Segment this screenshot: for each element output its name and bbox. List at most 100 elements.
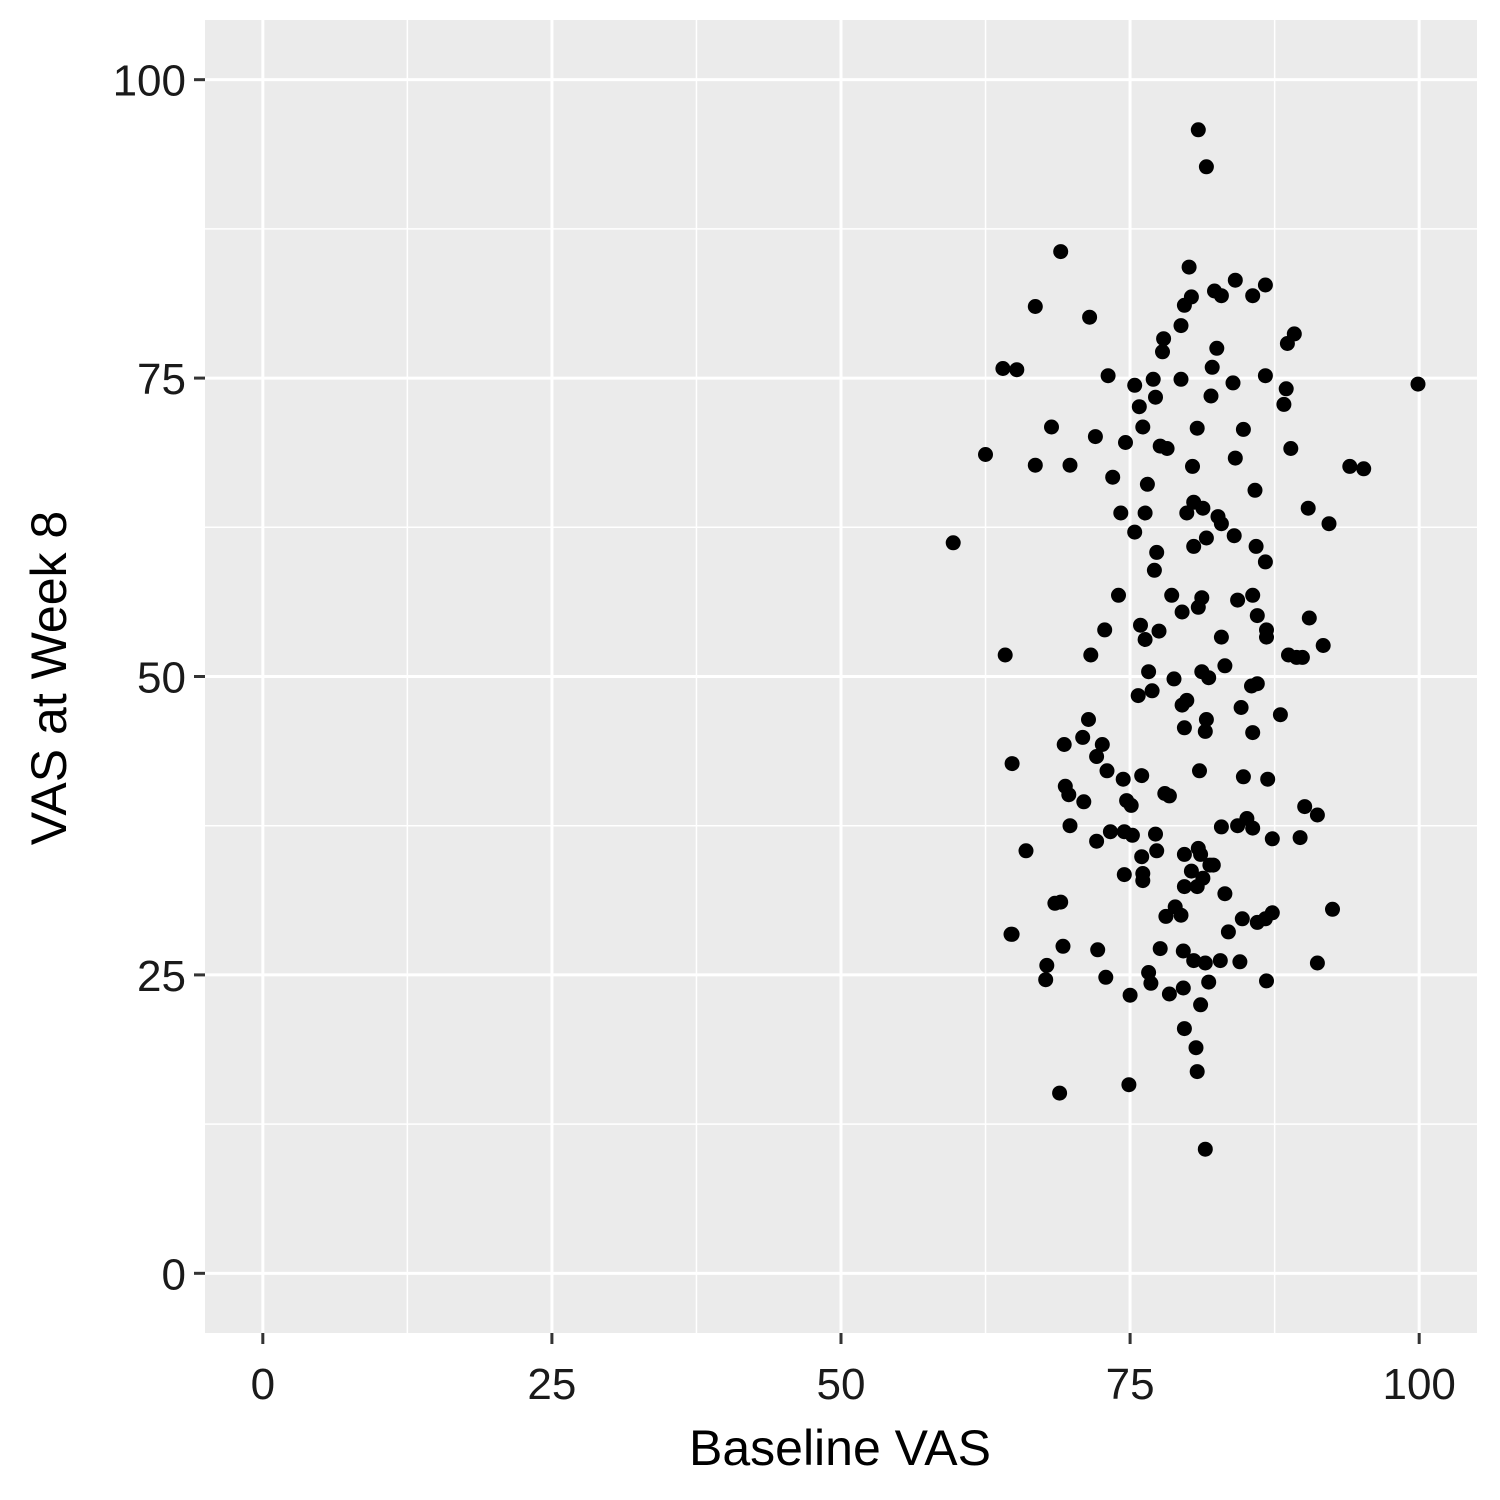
data-point bbox=[1018, 843, 1034, 859]
data-point bbox=[1004, 926, 1020, 942]
data-point bbox=[1076, 794, 1092, 810]
data-point bbox=[1097, 622, 1113, 638]
data-point bbox=[1188, 1040, 1204, 1056]
data-point bbox=[1062, 818, 1078, 834]
data-point bbox=[1201, 974, 1217, 990]
data-point bbox=[1173, 907, 1189, 923]
data-point bbox=[1075, 729, 1091, 745]
data-point bbox=[1146, 562, 1162, 578]
y-axis-title: VAS at Week 8 bbox=[21, 511, 77, 845]
y-tick-label: 75 bbox=[137, 355, 186, 404]
y-axis-ticks: 0 25 50 75 100 bbox=[113, 57, 205, 1299]
data-point bbox=[1087, 429, 1103, 445]
data-point bbox=[1152, 941, 1168, 957]
data-point bbox=[1249, 676, 1265, 692]
y-tick-label: 100 bbox=[113, 57, 186, 106]
data-point bbox=[1098, 969, 1114, 985]
data-point bbox=[1197, 955, 1213, 971]
data-point bbox=[1272, 707, 1288, 723]
data-point bbox=[997, 647, 1013, 663]
data-point bbox=[1225, 375, 1241, 391]
data-point bbox=[1292, 830, 1308, 846]
data-point bbox=[1259, 629, 1274, 645]
data-point bbox=[1143, 975, 1159, 991]
data-point bbox=[1294, 649, 1310, 665]
data-point bbox=[1061, 787, 1077, 803]
data-point bbox=[1131, 399, 1147, 415]
data-point bbox=[1082, 309, 1098, 325]
data-point bbox=[1118, 435, 1133, 450]
data-point bbox=[1141, 664, 1157, 680]
data-point bbox=[1127, 377, 1143, 393]
data-point bbox=[1283, 441, 1299, 456]
data-point bbox=[1121, 1077, 1137, 1093]
data-point bbox=[1174, 604, 1190, 620]
y-tick-label: 50 bbox=[137, 654, 186, 703]
data-point bbox=[1217, 886, 1233, 902]
data-point bbox=[1264, 905, 1280, 921]
data-point bbox=[1235, 769, 1251, 785]
x-tick-label: 75 bbox=[1106, 1360, 1155, 1409]
x-tick-label: 0 bbox=[251, 1360, 275, 1409]
data-point bbox=[1105, 469, 1121, 485]
data-point bbox=[1245, 820, 1261, 836]
data-point bbox=[1164, 587, 1180, 603]
data-point bbox=[1234, 911, 1250, 927]
data-point bbox=[1175, 943, 1191, 959]
data-point bbox=[1193, 997, 1209, 1013]
data-point bbox=[1115, 771, 1131, 787]
grid-major bbox=[205, 20, 1477, 1333]
data-point bbox=[1062, 457, 1078, 473]
data-point bbox=[1130, 688, 1146, 704]
data-point bbox=[1220, 924, 1236, 940]
data-point bbox=[1198, 712, 1214, 727]
data-point bbox=[1139, 476, 1155, 492]
data-point bbox=[1356, 461, 1372, 477]
data-point bbox=[1189, 420, 1205, 436]
x-axis-title: Baseline VAS bbox=[689, 1420, 991, 1476]
data-point bbox=[1194, 590, 1210, 606]
y-tick-label: 25 bbox=[137, 952, 186, 1001]
data-point bbox=[1149, 843, 1165, 859]
data-point bbox=[1213, 629, 1229, 645]
data-point bbox=[1186, 538, 1202, 554]
data-point bbox=[1300, 500, 1316, 516]
data-point bbox=[1186, 953, 1202, 969]
data-point bbox=[1173, 318, 1189, 334]
data-point bbox=[1127, 524, 1143, 540]
data-point bbox=[1315, 638, 1331, 653]
data-point bbox=[1148, 389, 1163, 405]
data-point bbox=[1179, 692, 1195, 708]
data-point bbox=[1102, 824, 1118, 840]
data-point bbox=[1209, 340, 1225, 356]
data-point bbox=[945, 535, 961, 551]
data-point bbox=[1151, 623, 1167, 639]
data-point bbox=[1027, 299, 1043, 314]
data-point bbox=[1198, 159, 1214, 175]
data-point bbox=[1135, 873, 1151, 889]
data-point bbox=[1089, 833, 1105, 849]
data-point bbox=[1094, 737, 1110, 752]
data-point bbox=[1232, 954, 1248, 970]
data-point bbox=[1278, 381, 1294, 397]
data-point bbox=[1047, 895, 1063, 911]
data-point bbox=[1213, 516, 1229, 532]
data-point bbox=[1185, 458, 1200, 474]
data-point bbox=[1245, 725, 1261, 741]
data-point bbox=[978, 447, 993, 462]
data-point bbox=[1190, 122, 1206, 138]
data-point bbox=[1100, 368, 1116, 384]
data-point bbox=[1099, 763, 1115, 779]
data-point bbox=[1189, 879, 1205, 895]
data-point bbox=[1257, 554, 1273, 570]
data-point bbox=[1257, 277, 1273, 293]
data-point bbox=[1286, 326, 1302, 342]
data-point bbox=[1197, 723, 1213, 739]
data-point bbox=[1055, 938, 1071, 954]
y-tick-label: 0 bbox=[162, 1250, 186, 1299]
data-point bbox=[1226, 528, 1242, 544]
data-point bbox=[1116, 867, 1132, 883]
data-point bbox=[1156, 331, 1172, 347]
data-point bbox=[1212, 953, 1228, 969]
